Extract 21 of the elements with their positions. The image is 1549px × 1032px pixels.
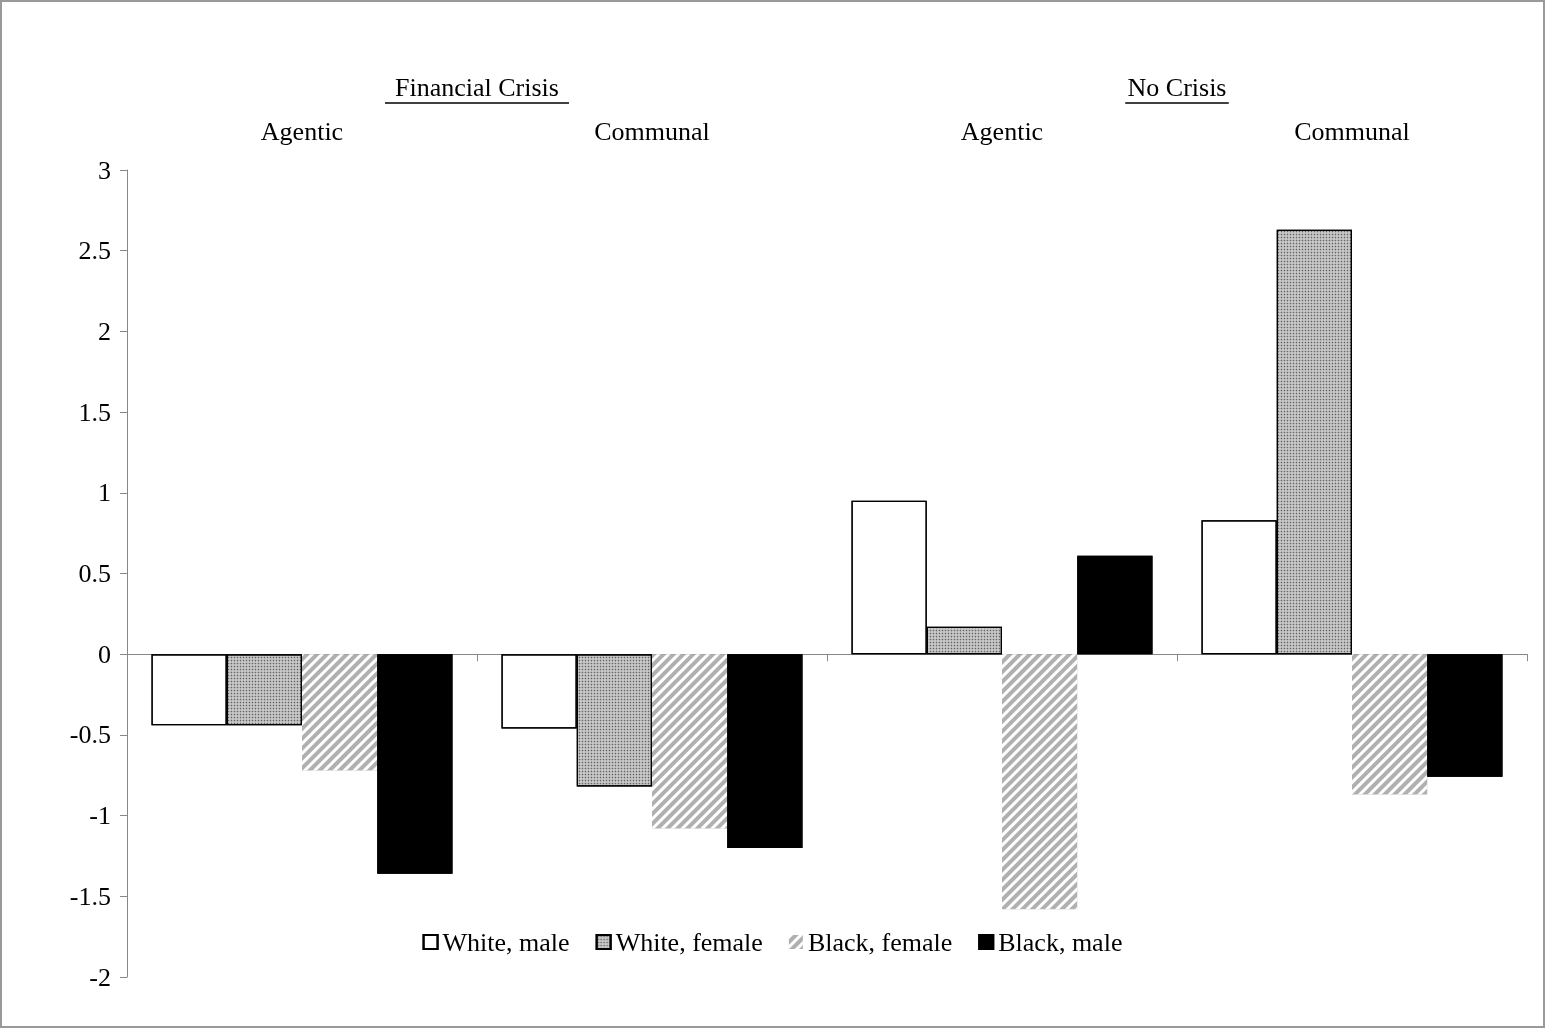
y-tick-label: -1 [89,801,111,831]
legend-label: Black, male [998,927,1123,957]
y-tick-label: 2 [98,316,111,346]
y-tick-label: -0.5 [69,720,111,750]
legend-label: Black, female [807,927,953,957]
y-tick-label: 1 [98,478,111,508]
x-tick-label: Agentic [260,116,344,146]
y-tick-label: -2 [89,962,111,992]
x-tick-label: Agentic [960,116,1044,146]
y-tick-label: 0 [98,639,111,669]
y-tick-label: 0.5 [78,559,111,588]
legend-label: White, male [442,927,570,957]
y-tick-label: -1.5 [69,881,111,911]
y-tick-label: 2.5 [78,236,111,266]
x-tick-label: Communal [1294,116,1410,146]
text: Financial Crisis [395,72,559,102]
legend-label: White, female [615,927,763,957]
x-tick-label: Communal [594,116,710,146]
y-tick-label: 1.5 [78,397,111,427]
y-tick-label: 3 [98,155,111,185]
text: No Crisis [1127,72,1227,102]
